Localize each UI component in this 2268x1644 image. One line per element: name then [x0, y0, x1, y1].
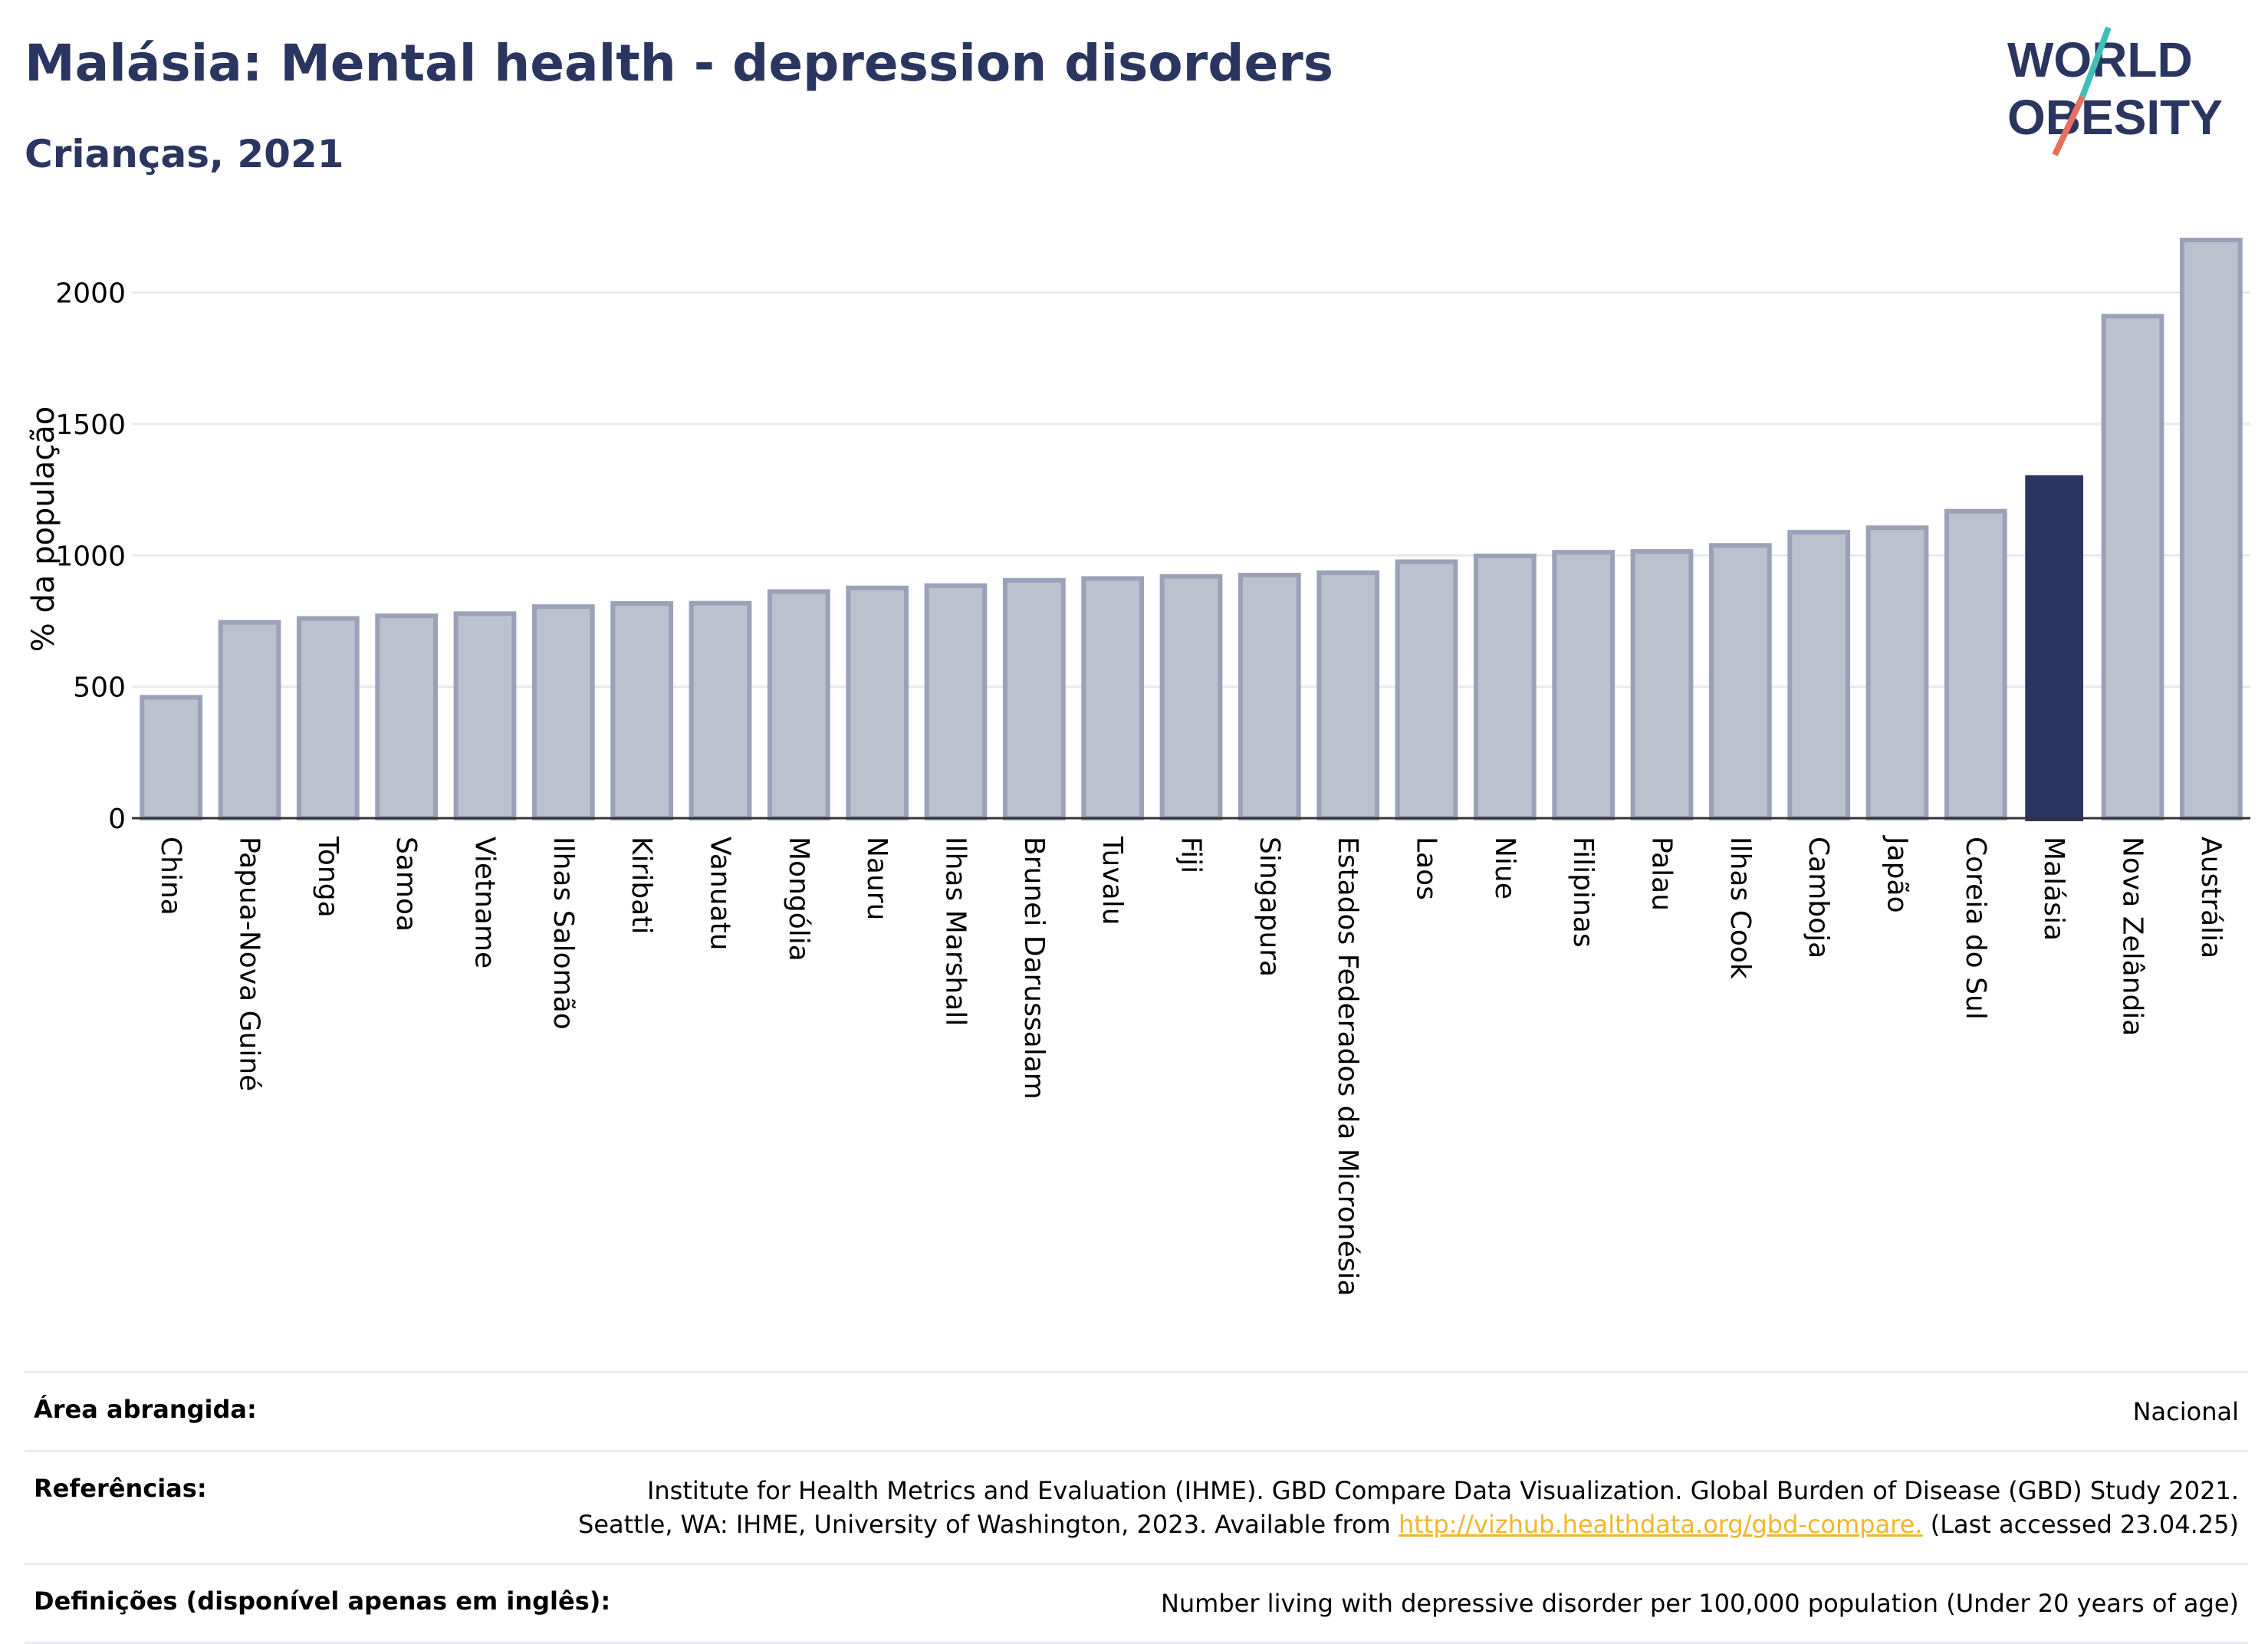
bar — [296, 616, 360, 820]
area-value: Nacional — [2132, 1397, 2239, 1426]
area-label: Área abrangida: — [34, 1395, 257, 1424]
references-line-2-text: Seattle, WA: IHME, University of Washing… — [578, 1510, 1391, 1539]
x-tick-label: Nauru — [861, 837, 892, 920]
bar — [689, 600, 752, 821]
x-tick-label: Kiribati — [626, 837, 657, 934]
references-line-2: Seattle, WA: IHME, University of Washing… — [578, 1508, 2239, 1541]
bar — [1002, 577, 1066, 821]
x-tick-label: Tonga — [312, 836, 343, 918]
logo-line1: WORLD — [2007, 32, 2193, 87]
x-tick-label: Japão — [1882, 835, 1913, 913]
bar — [846, 585, 909, 821]
x-tick-label: Filipinas — [1567, 837, 1599, 948]
bar — [1081, 576, 1145, 820]
bar — [531, 604, 595, 820]
references-value: Institute for Health Metrics and Evaluat… — [569, 1452, 2248, 1563]
x-tick-label: Austrália — [2195, 837, 2227, 958]
info-row-definitions: Definições (disponível apenas em inglês)… — [25, 1563, 2248, 1644]
x-tick-label: China — [155, 837, 186, 916]
x-tick-label: Ilhas Cook — [1724, 837, 1756, 979]
x-tick-label: Niue — [1489, 837, 1520, 899]
x-tick-label: Camboja — [1803, 837, 1834, 958]
info-row-area: Área abrangida: Nacional — [25, 1371, 2248, 1450]
page-title: Malásia: Mental health - depression diso… — [25, 34, 1334, 93]
y-axis-ticks: 0 500 1000 1500 2000 — [55, 278, 126, 835]
bar — [1865, 525, 1929, 820]
bar — [375, 613, 439, 820]
y-tick-label: 0 — [108, 804, 126, 835]
bar — [140, 695, 203, 820]
bar — [1395, 559, 1458, 820]
bar — [1787, 530, 1851, 820]
y-tick-label: 1500 — [55, 409, 126, 441]
x-tick-label: Singapura — [1254, 837, 1285, 977]
logo-line2: OBESITY — [2007, 90, 2223, 145]
x-tick-label: Papua-Nova Guiné — [234, 837, 265, 1091]
bar — [767, 589, 830, 820]
bar — [453, 611, 517, 820]
bar — [2179, 238, 2243, 820]
x-tick-label: Vanuatu — [705, 837, 736, 951]
y-axis-label: % da população — [26, 406, 61, 653]
x-tick-label: Vietname — [469, 837, 501, 968]
bar — [2025, 475, 2084, 821]
bars — [140, 238, 2243, 821]
x-tick-label: Tuvalu — [1096, 836, 1128, 926]
info-row-references: Referências: Institute for Health Metric… — [25, 1450, 2248, 1563]
bar — [1316, 570, 1380, 820]
x-tick-label: Coreia do Sul — [1960, 837, 1991, 1020]
y-tick-label: 1000 — [55, 541, 126, 572]
definitions-label: Definições (disponível apenas em inglês)… — [34, 1586, 611, 1616]
x-tick-label: Mongólia — [783, 837, 814, 962]
x-tick-label: Ilhas Marshall — [940, 837, 971, 1026]
x-tick-label: Samoa — [390, 837, 422, 932]
bar — [1708, 543, 1772, 820]
bar — [610, 600, 674, 820]
x-tick-label: Ilhas Salomão — [547, 837, 579, 1030]
info-table: Área abrangida: Nacional Referências: In… — [25, 1371, 2248, 1644]
references-line-1: Institute for Health Metrics and Evaluat… — [646, 1476, 2239, 1505]
logo-slash-red — [2052, 95, 2086, 156]
y-tick-label: 500 — [73, 672, 126, 704]
x-axis-ticks: China Papua-Nova Guiné Tonga Samoa Vietname I… — [155, 835, 2227, 1297]
x-tick-label: Palau — [1646, 837, 1678, 911]
bar — [1159, 574, 1223, 820]
y-tick-label: 2000 — [55, 278, 126, 310]
world-obesity-logo: WORLD OBESITY — [2007, 26, 2223, 156]
x-tick-label: Estados Federados da Micronésia — [1332, 837, 1363, 1297]
bar — [1630, 549, 1694, 821]
bar — [218, 620, 281, 820]
bar-chart: 0 500 1000 1500 2000 China Papua-Nova Guiné To… — [26, 238, 2250, 1297]
definitions-value: Number living with depressive disorder p… — [1160, 1589, 2239, 1618]
logo-slash-teal — [2079, 26, 2112, 98]
bar — [1552, 550, 1616, 820]
references-link[interactable]: http://vizhub.healthdata.org/gbd-compare… — [1398, 1510, 1923, 1539]
bar — [1944, 508, 2007, 820]
x-tick-label: Malásia — [2038, 837, 2069, 941]
references-label: Referências: — [34, 1474, 207, 1503]
bar — [1238, 572, 1301, 821]
bar — [924, 583, 988, 820]
bar — [1473, 553, 1537, 820]
x-tick-label: Nova Zelândia — [2117, 837, 2148, 1036]
x-tick-label: Fiji — [1175, 837, 1207, 873]
x-tick-label: Brunei Darussalam — [1018, 837, 1050, 1100]
bar — [2101, 314, 2164, 820]
references-accessed: (Last accessed 23.04.25) — [1930, 1510, 2239, 1539]
page-subtitle: Crianças, 2021 — [25, 132, 344, 176]
x-tick-label: Laos — [1411, 837, 1442, 900]
